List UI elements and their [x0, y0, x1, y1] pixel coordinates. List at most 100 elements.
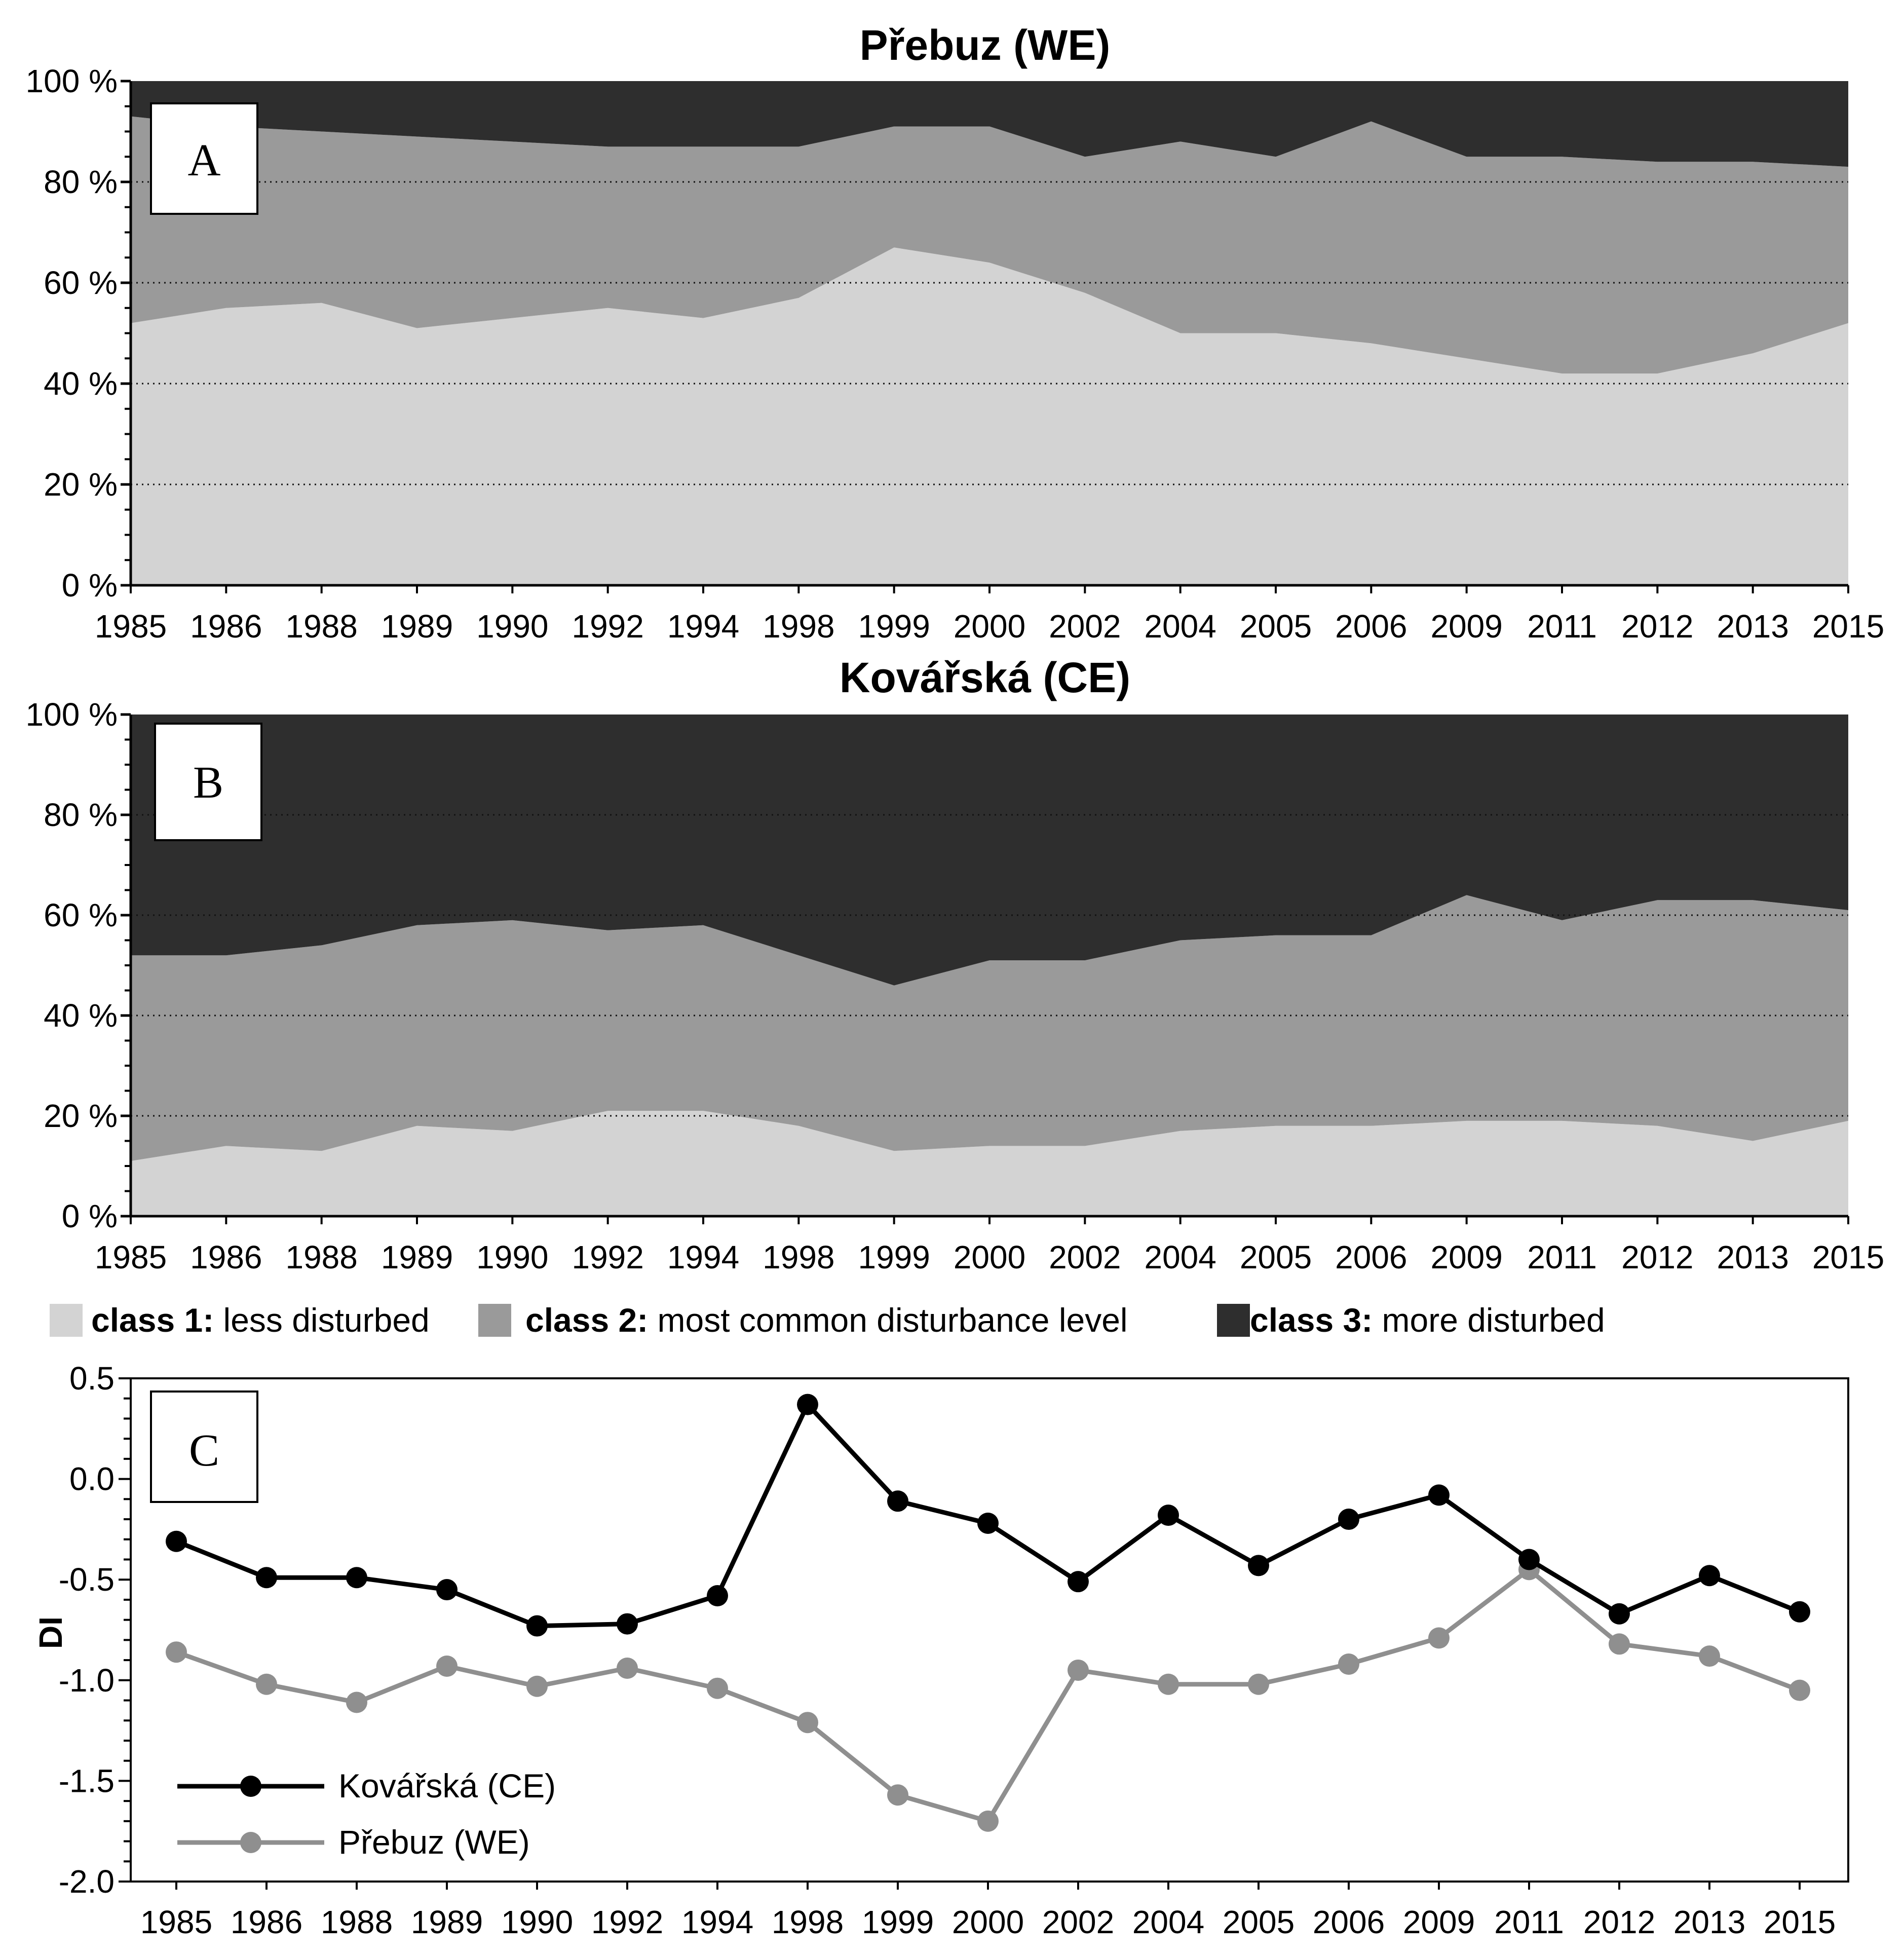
- legend-label-class-3: class 3: more disturbed: [1250, 1301, 1605, 1339]
- data-point: [797, 1394, 818, 1415]
- legend-label-class-1: class 1: less disturbed: [91, 1301, 430, 1339]
- x-tick-label: 2013: [1673, 1904, 1745, 1940]
- x-tick-label: 2011: [1527, 1239, 1597, 1275]
- y-tick-label: -1.0: [59, 1662, 115, 1699]
- panel-b-label-box: B: [154, 723, 262, 841]
- data-point: [1609, 1633, 1630, 1655]
- area-class-3: [131, 715, 1848, 986]
- x-tick-label: 1988: [285, 1239, 357, 1275]
- x-tick-label: 2004: [1144, 1239, 1216, 1275]
- x-tick-label: 2013: [1717, 608, 1788, 645]
- x-tick-label: 1999: [858, 1239, 930, 1275]
- x-tick-label: 2012: [1621, 608, 1693, 645]
- panel-b-label: B: [193, 758, 223, 808]
- data-point: [166, 1641, 187, 1663]
- panel-c-line-chart: -2.0-1.5-1.0-0.50.00.5 1985 1986 1988 1989 1…: [32, 1360, 1849, 1940]
- data-point: [707, 1585, 728, 1606]
- y-tick-label: 20 %: [44, 466, 118, 503]
- x-tick-label: 1989: [381, 1239, 453, 1275]
- data-point: [887, 1490, 908, 1512]
- y-tick-label: 60 %: [44, 897, 118, 933]
- x-tick-label: 2015: [1764, 1904, 1836, 1940]
- data-point: [887, 1784, 908, 1806]
- x-tick-label: 2002: [1049, 1239, 1121, 1275]
- x-tick-label: 2012: [1583, 1904, 1655, 1940]
- data-point: [1428, 1484, 1450, 1506]
- x-tick-label: 1990: [476, 1239, 548, 1275]
- x-tick-label: 2006: [1335, 1239, 1407, 1275]
- x-tick-label: 1998: [763, 608, 834, 645]
- x-tick-label: 1988: [321, 1904, 393, 1940]
- panel-a-y-tick-labels: 0 % 20 % 40 % 60 % 80 % 100 %: [26, 63, 118, 604]
- data-point: [256, 1673, 277, 1695]
- area-class-2: [131, 895, 1848, 1161]
- y-tick-label: 0.5: [69, 1360, 115, 1397]
- panel-b-areas: [131, 715, 1848, 1216]
- y-tick-label: -2.0: [59, 1863, 115, 1900]
- x-tick-label: 1989: [381, 608, 453, 645]
- area-class-3: [131, 81, 1848, 167]
- panel-b-title: Kovářská (CE): [840, 654, 1130, 701]
- panel-a-label: A: [188, 135, 221, 185]
- y-tick-label: 0.0: [69, 1461, 115, 1497]
- x-tick-label: 2015: [1812, 608, 1884, 645]
- x-tick-label: 2000: [954, 608, 1025, 645]
- x-tick-label: 1994: [667, 608, 739, 645]
- panel-c-legend: Kovářská (CE) Přebuz (WE): [177, 1767, 556, 1861]
- legend-label: Přebuz (WE): [338, 1823, 530, 1861]
- x-tick-label: 1994: [681, 1904, 753, 1940]
- y-tick-label: 40 %: [44, 365, 118, 402]
- x-tick-label: 1988: [285, 608, 357, 645]
- data-point: [1518, 1549, 1540, 1570]
- panel-a-title: Přebuz (WE): [860, 21, 1111, 69]
- data-point: [977, 1512, 999, 1534]
- x-tick-label: 2005: [1223, 1904, 1294, 1940]
- panel-c-plot-frame: [130, 1377, 1849, 1883]
- panel-a-area-chart: Přebuz (WE) 0 % 20 % 40 % 60 % 80 % 100 % 198…: [26, 21, 1885, 645]
- x-tick-label: 1992: [572, 608, 643, 645]
- data-point: [526, 1675, 548, 1697]
- legend-swatch-class-2: [478, 1304, 511, 1337]
- series-kovarska: [166, 1394, 1810, 1637]
- x-tick-label: 2009: [1430, 608, 1502, 645]
- data-point: [1789, 1601, 1810, 1623]
- panel-a-x-tick-labels: 1985 1986 1988 1989 1990 1992 1994 1998 1999 2000…: [95, 608, 1884, 645]
- data-point: [1699, 1645, 1720, 1667]
- x-tick-label: 1985: [95, 608, 167, 645]
- panel-c-series: [166, 1394, 1810, 1832]
- x-tick-label: 1990: [476, 608, 548, 645]
- x-tick-label: 2015: [1812, 1239, 1884, 1275]
- x-tick-label: 1989: [411, 1904, 483, 1940]
- legend-label: Kovářská (CE): [338, 1767, 556, 1804]
- data-point: [1699, 1565, 1720, 1587]
- y-tick-label: 100 %: [26, 63, 118, 99]
- data-point: [526, 1615, 548, 1637]
- data-point: [1609, 1603, 1630, 1625]
- x-tick-label: 2006: [1313, 1904, 1385, 1940]
- panel-c-x-tick-labels: 1985 1986 1988 1989 1990 1992 1994 1998 1999 2000…: [140, 1882, 1836, 1940]
- y-tick-label: -1.5: [59, 1762, 115, 1799]
- legend-swatch-class-3: [1217, 1304, 1250, 1337]
- x-tick-label: 1990: [501, 1904, 573, 1940]
- panel-a-label-box: A: [150, 102, 258, 215]
- panel-c-y-axis-title: DI: [32, 1616, 69, 1649]
- y-tick-label: 60 %: [44, 265, 118, 301]
- x-tick-label: 1986: [190, 1239, 262, 1275]
- x-tick-label: 1992: [572, 1239, 643, 1275]
- legend-label-class-2: class 2: most common disturbance level: [525, 1301, 1128, 1339]
- area-class-1: [131, 1111, 1848, 1216]
- panel-a-areas: [131, 81, 1848, 585]
- x-tick-label: 1992: [591, 1904, 663, 1940]
- data-point: [707, 1677, 728, 1699]
- x-tick-label: 2005: [1240, 1239, 1312, 1275]
- x-tick-label: 1986: [231, 1904, 302, 1940]
- y-tick-label: 80 %: [44, 164, 118, 200]
- data-point: [977, 1810, 999, 1832]
- x-tick-label: 1998: [763, 1239, 834, 1275]
- data-point: [256, 1567, 277, 1589]
- legend-swatch-class-1: [50, 1304, 83, 1337]
- legend-marker: [240, 1776, 261, 1797]
- area-class-2: [131, 116, 1848, 374]
- data-point: [436, 1655, 458, 1677]
